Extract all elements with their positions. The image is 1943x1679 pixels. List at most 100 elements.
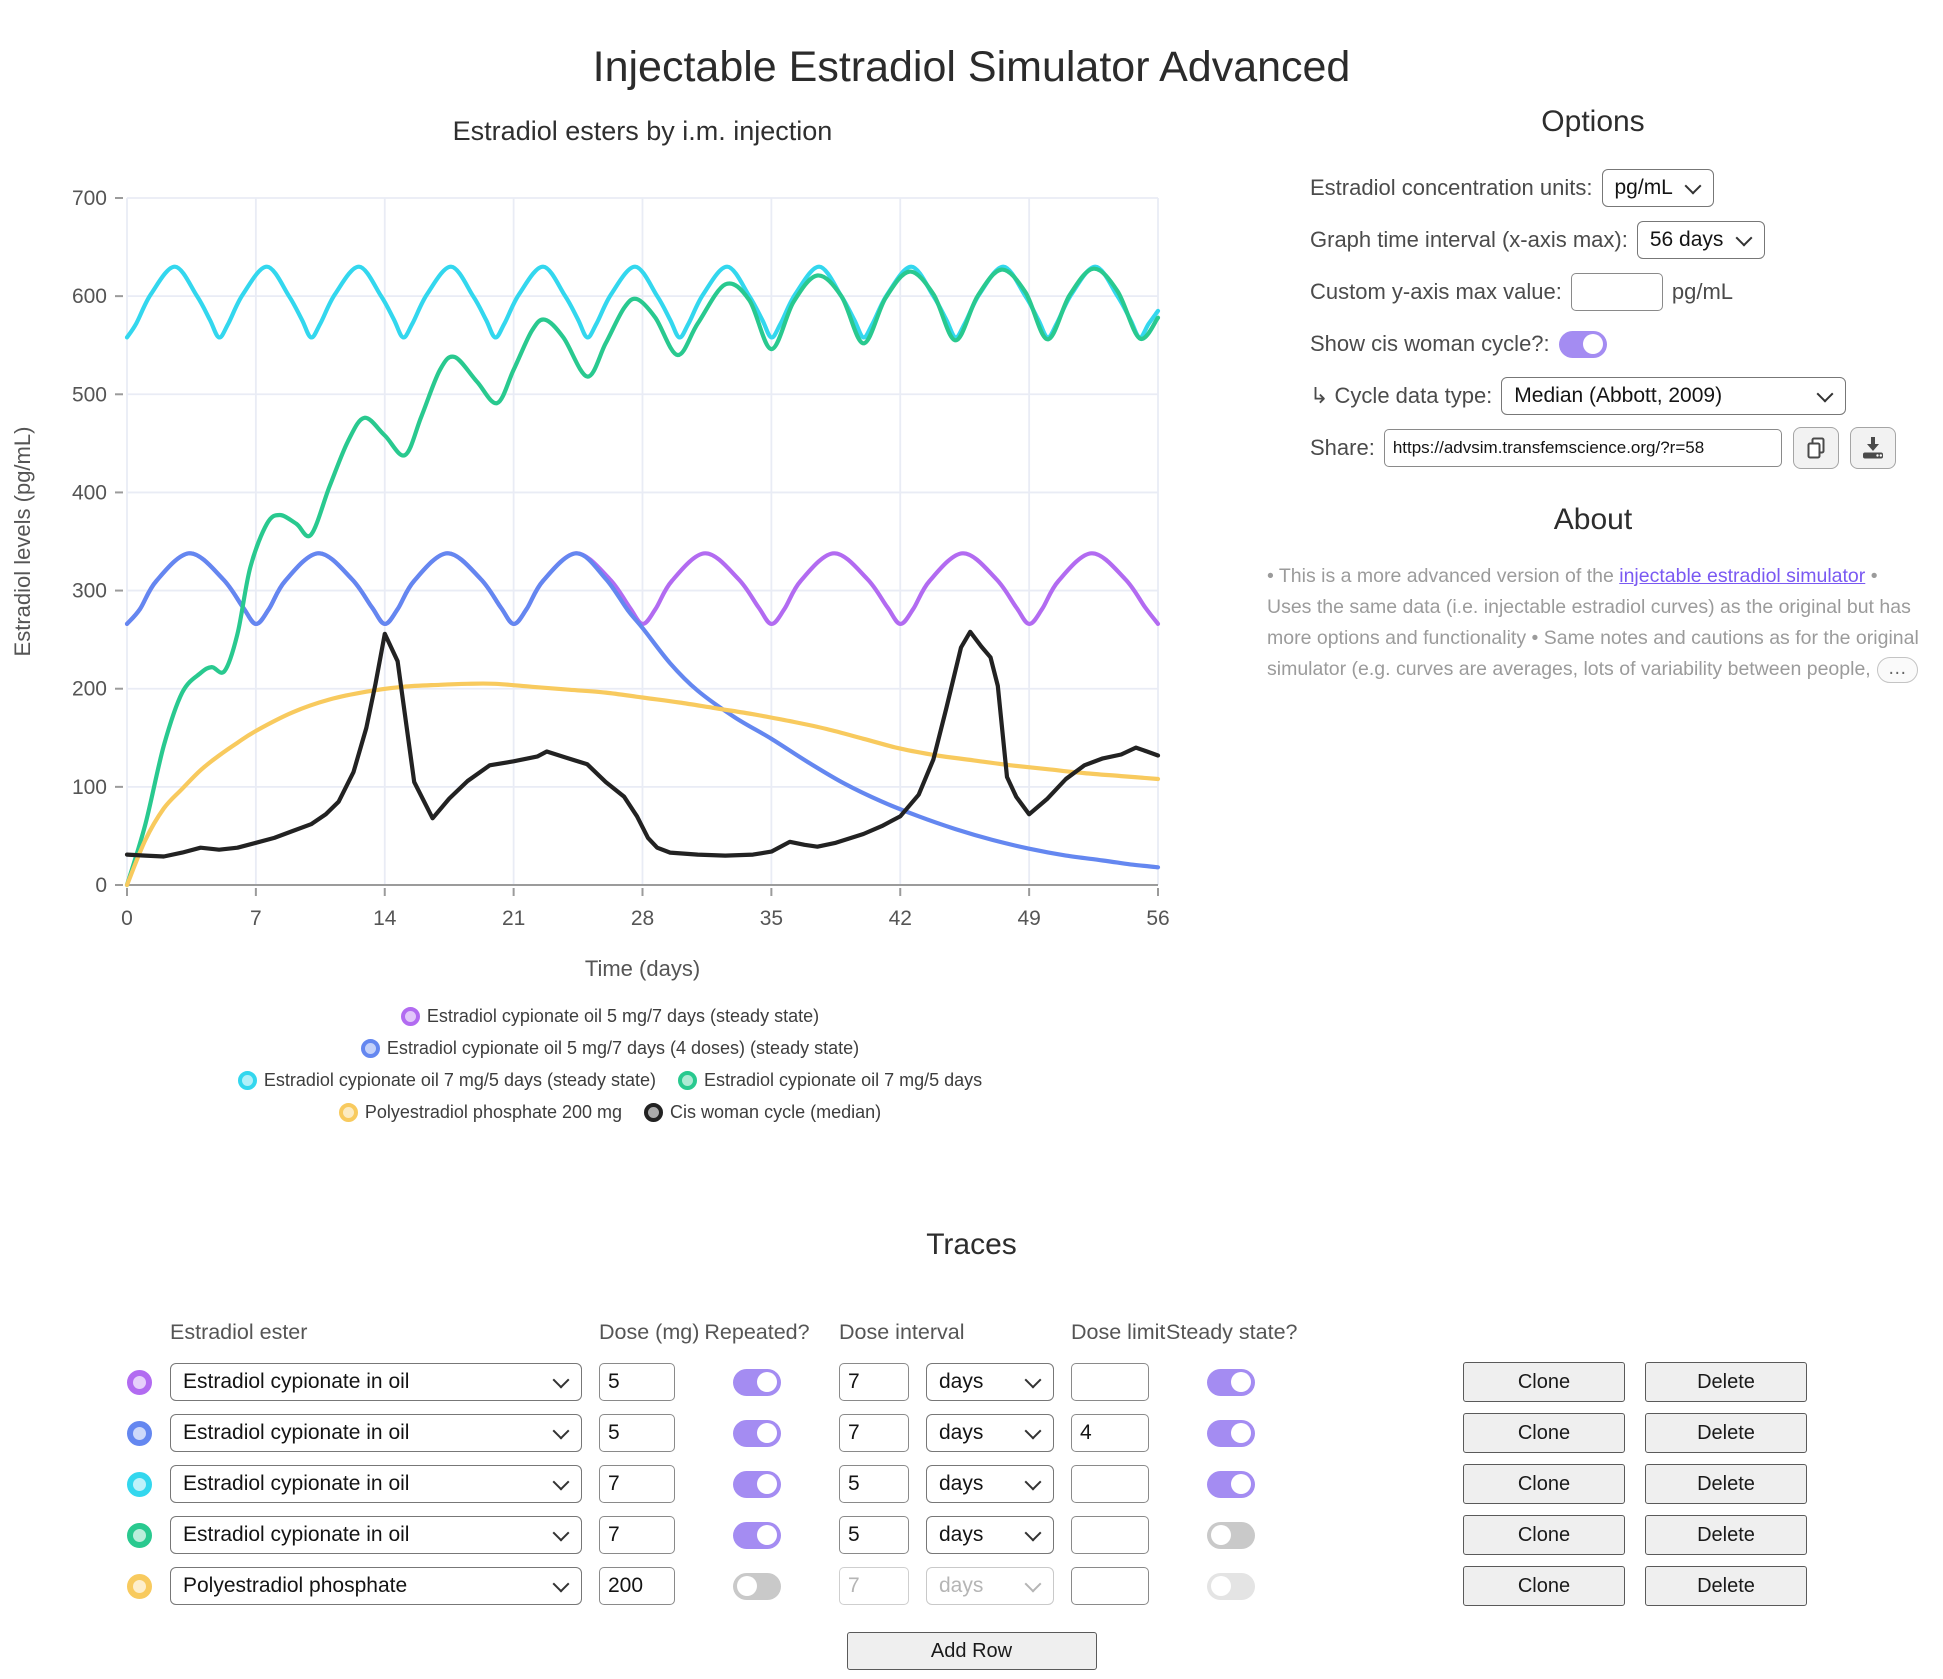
clone-button[interactable]: Clone [1463, 1464, 1625, 1504]
delete-button[interactable]: Delete [1645, 1413, 1807, 1453]
dose-limit-input[interactable] [1071, 1363, 1149, 1401]
clone-button[interactable]: Clone [1463, 1413, 1625, 1453]
repeated-toggle[interactable] [733, 1470, 781, 1498]
ymax-input[interactable] [1570, 273, 1663, 311]
chart-area[interactable]: 0 7 14 21 28 35 42 49 56 0 100 200 300 400 500 600 700 Es… [0, 98, 1220, 1003]
legend-label: Estradiol cypionate oil 5 mg/7 days (ste… [426, 1006, 820, 1026]
ester-select-value: Estradiol cypionate in oil [183, 1523, 410, 1546]
dose-interval-input[interactable] [839, 1414, 909, 1452]
simulator-link[interactable]: injectable estradiol simulator [1619, 565, 1866, 587]
col-header-dose: Dose (mg) [599, 1320, 700, 1344]
clone-button[interactable]: Clone [1463, 1515, 1625, 1555]
time-interval-select[interactable]: 56 days [1636, 221, 1765, 259]
ester-select[interactable]: Estradiol cypionate in oil [170, 1465, 582, 1503]
col-header-limit: Dose limit [1071, 1320, 1166, 1344]
svg-text:700: 700 [72, 187, 107, 210]
about-text-part1: • This is a more advanced version of the [1267, 565, 1620, 587]
traces-table: Estradiol ester Dose (mg) Repeated? Dose… [125, 1320, 1943, 1606]
steady-state-toggle[interactable] [1207, 1419, 1255, 1447]
legend-item-pep[interactable]: Polyestradiol phosphate 200 mg [338, 1102, 622, 1123]
delete-button[interactable]: Delete [1645, 1362, 1807, 1402]
toggle-knob [1231, 1474, 1251, 1494]
chevron-down-icon [552, 1371, 570, 1388]
series-path-4[interactable] [124, 681, 1161, 888]
svg-text:28: 28 [631, 907, 654, 930]
show-cycle-toggle[interactable] [1558, 330, 1607, 358]
svg-text:14: 14 [373, 907, 397, 930]
cycle-type-select[interactable]: Median (Abbott, 2009) [1501, 377, 1847, 415]
repeated-toggle[interactable] [733, 1368, 781, 1396]
series-path-3[interactable] [124, 266, 1161, 888]
time-interval-label: Graph time interval (x-axis max): [1310, 227, 1628, 252]
steady-state-toggle[interactable] [1207, 1470, 1255, 1498]
dose-limit-input[interactable] [1071, 1465, 1149, 1503]
option-row-time-interval: Graph time interval (x-axis max): 56 day… [1310, 221, 1931, 259]
ester-select-value: Estradiol cypionate in oil [183, 1472, 410, 1495]
series-path-5[interactable] [124, 629, 1161, 859]
delete-button[interactable]: Delete [1645, 1515, 1807, 1555]
repeated-toggle[interactable] [733, 1521, 781, 1549]
dose-interval-input[interactable] [839, 1516, 909, 1554]
trace-color-marker-icon [126, 1471, 152, 1497]
dose-limit-input[interactable] [1071, 1567, 1149, 1605]
legend-item-ec7-ss[interactable]: Estradiol cypionate oil 7 mg/5 days (ste… [237, 1070, 656, 1091]
share-url-input[interactable] [1383, 429, 1782, 467]
delete-button[interactable]: Delete [1645, 1566, 1807, 1606]
ester-select[interactable]: Polyestradiol phosphate [170, 1567, 582, 1605]
series-path-1[interactable] [124, 551, 1161, 870]
steady-state-toggle [1207, 1572, 1255, 1600]
dose-interval-input[interactable] [839, 1363, 909, 1401]
units-select[interactable]: pg/mL [1601, 169, 1714, 207]
legend-label: Cis woman cycle (median) [670, 1102, 882, 1122]
add-row-button[interactable]: Add Row [846, 1632, 1097, 1670]
interval-unit-select[interactable]: days [926, 1465, 1054, 1503]
ester-select[interactable]: Estradiol cypionate in oil [170, 1414, 582, 1452]
svg-text:35: 35 [760, 907, 783, 930]
delete-button[interactable]: Delete [1645, 1464, 1807, 1504]
repeated-toggle[interactable] [733, 1419, 781, 1447]
legend-item-ec7[interactable]: Estradiol cypionate oil 7 mg/5 days [678, 1070, 982, 1091]
dose-input[interactable] [599, 1414, 675, 1452]
svg-text:42: 42 [889, 907, 912, 930]
units-select-value: pg/mL [1614, 176, 1673, 199]
legend-label: Estradiol cypionate oil 7 mg/5 days [704, 1070, 983, 1090]
clone-button[interactable]: Clone [1463, 1566, 1625, 1606]
dose-input[interactable] [599, 1567, 675, 1605]
interval-unit-select[interactable]: days [926, 1414, 1054, 1452]
interval-unit-select[interactable]: days [926, 1363, 1054, 1401]
toggle-knob [757, 1372, 777, 1392]
toggle-knob [1211, 1576, 1231, 1596]
interval-unit-select: days [926, 1567, 1054, 1605]
download-button[interactable] [1849, 427, 1896, 469]
trace-color-marker-icon [126, 1522, 152, 1548]
estradiol-chart[interactable]: 0 7 14 21 28 35 42 49 56 0 100 200 300 400 500 600 700 Es… [0, 98, 1220, 1003]
svg-text:300: 300 [72, 580, 107, 603]
svg-text:21: 21 [502, 907, 525, 930]
interval-unit-select[interactable]: days [926, 1516, 1054, 1554]
steady-state-toggle[interactable] [1207, 1368, 1255, 1396]
svg-text:56: 56 [1146, 907, 1169, 930]
repeated-toggle[interactable] [733, 1572, 781, 1600]
dose-input[interactable] [599, 1516, 675, 1554]
option-row-ymax: Custom y-axis max value: pg/mL [1310, 273, 1931, 311]
legend-item-cis-cycle[interactable]: Cis woman cycle (median) [644, 1102, 881, 1123]
toggle-knob [757, 1423, 777, 1443]
steady-state-toggle[interactable] [1207, 1521, 1255, 1549]
cycle-type-label: ↳ Cycle data type: [1310, 383, 1493, 408]
legend-item-ec5-ss[interactable]: Estradiol cypionate oil 5 mg/7 days (ste… [400, 1006, 820, 1027]
dose-interval-input[interactable] [839, 1465, 909, 1503]
dose-input[interactable] [599, 1465, 675, 1503]
dose-input[interactable] [599, 1363, 675, 1401]
legend-item-ec5-4doses[interactable]: Estradiol cypionate oil 5 mg/7 days (4 d… [360, 1038, 859, 1059]
expand-about-button[interactable]: … [1876, 656, 1918, 683]
dose-interval-input [839, 1567, 909, 1605]
clone-button[interactable]: Clone [1463, 1362, 1625, 1402]
copy-link-button[interactable] [1792, 427, 1839, 469]
dose-limit-input[interactable] [1071, 1414, 1149, 1452]
interval-unit-value: days [939, 1574, 984, 1597]
svg-text:600: 600 [72, 285, 107, 308]
ester-select[interactable]: Estradiol cypionate in oil [170, 1363, 582, 1401]
ester-select[interactable]: Estradiol cypionate in oil [170, 1516, 582, 1554]
dose-limit-input[interactable] [1071, 1516, 1149, 1554]
